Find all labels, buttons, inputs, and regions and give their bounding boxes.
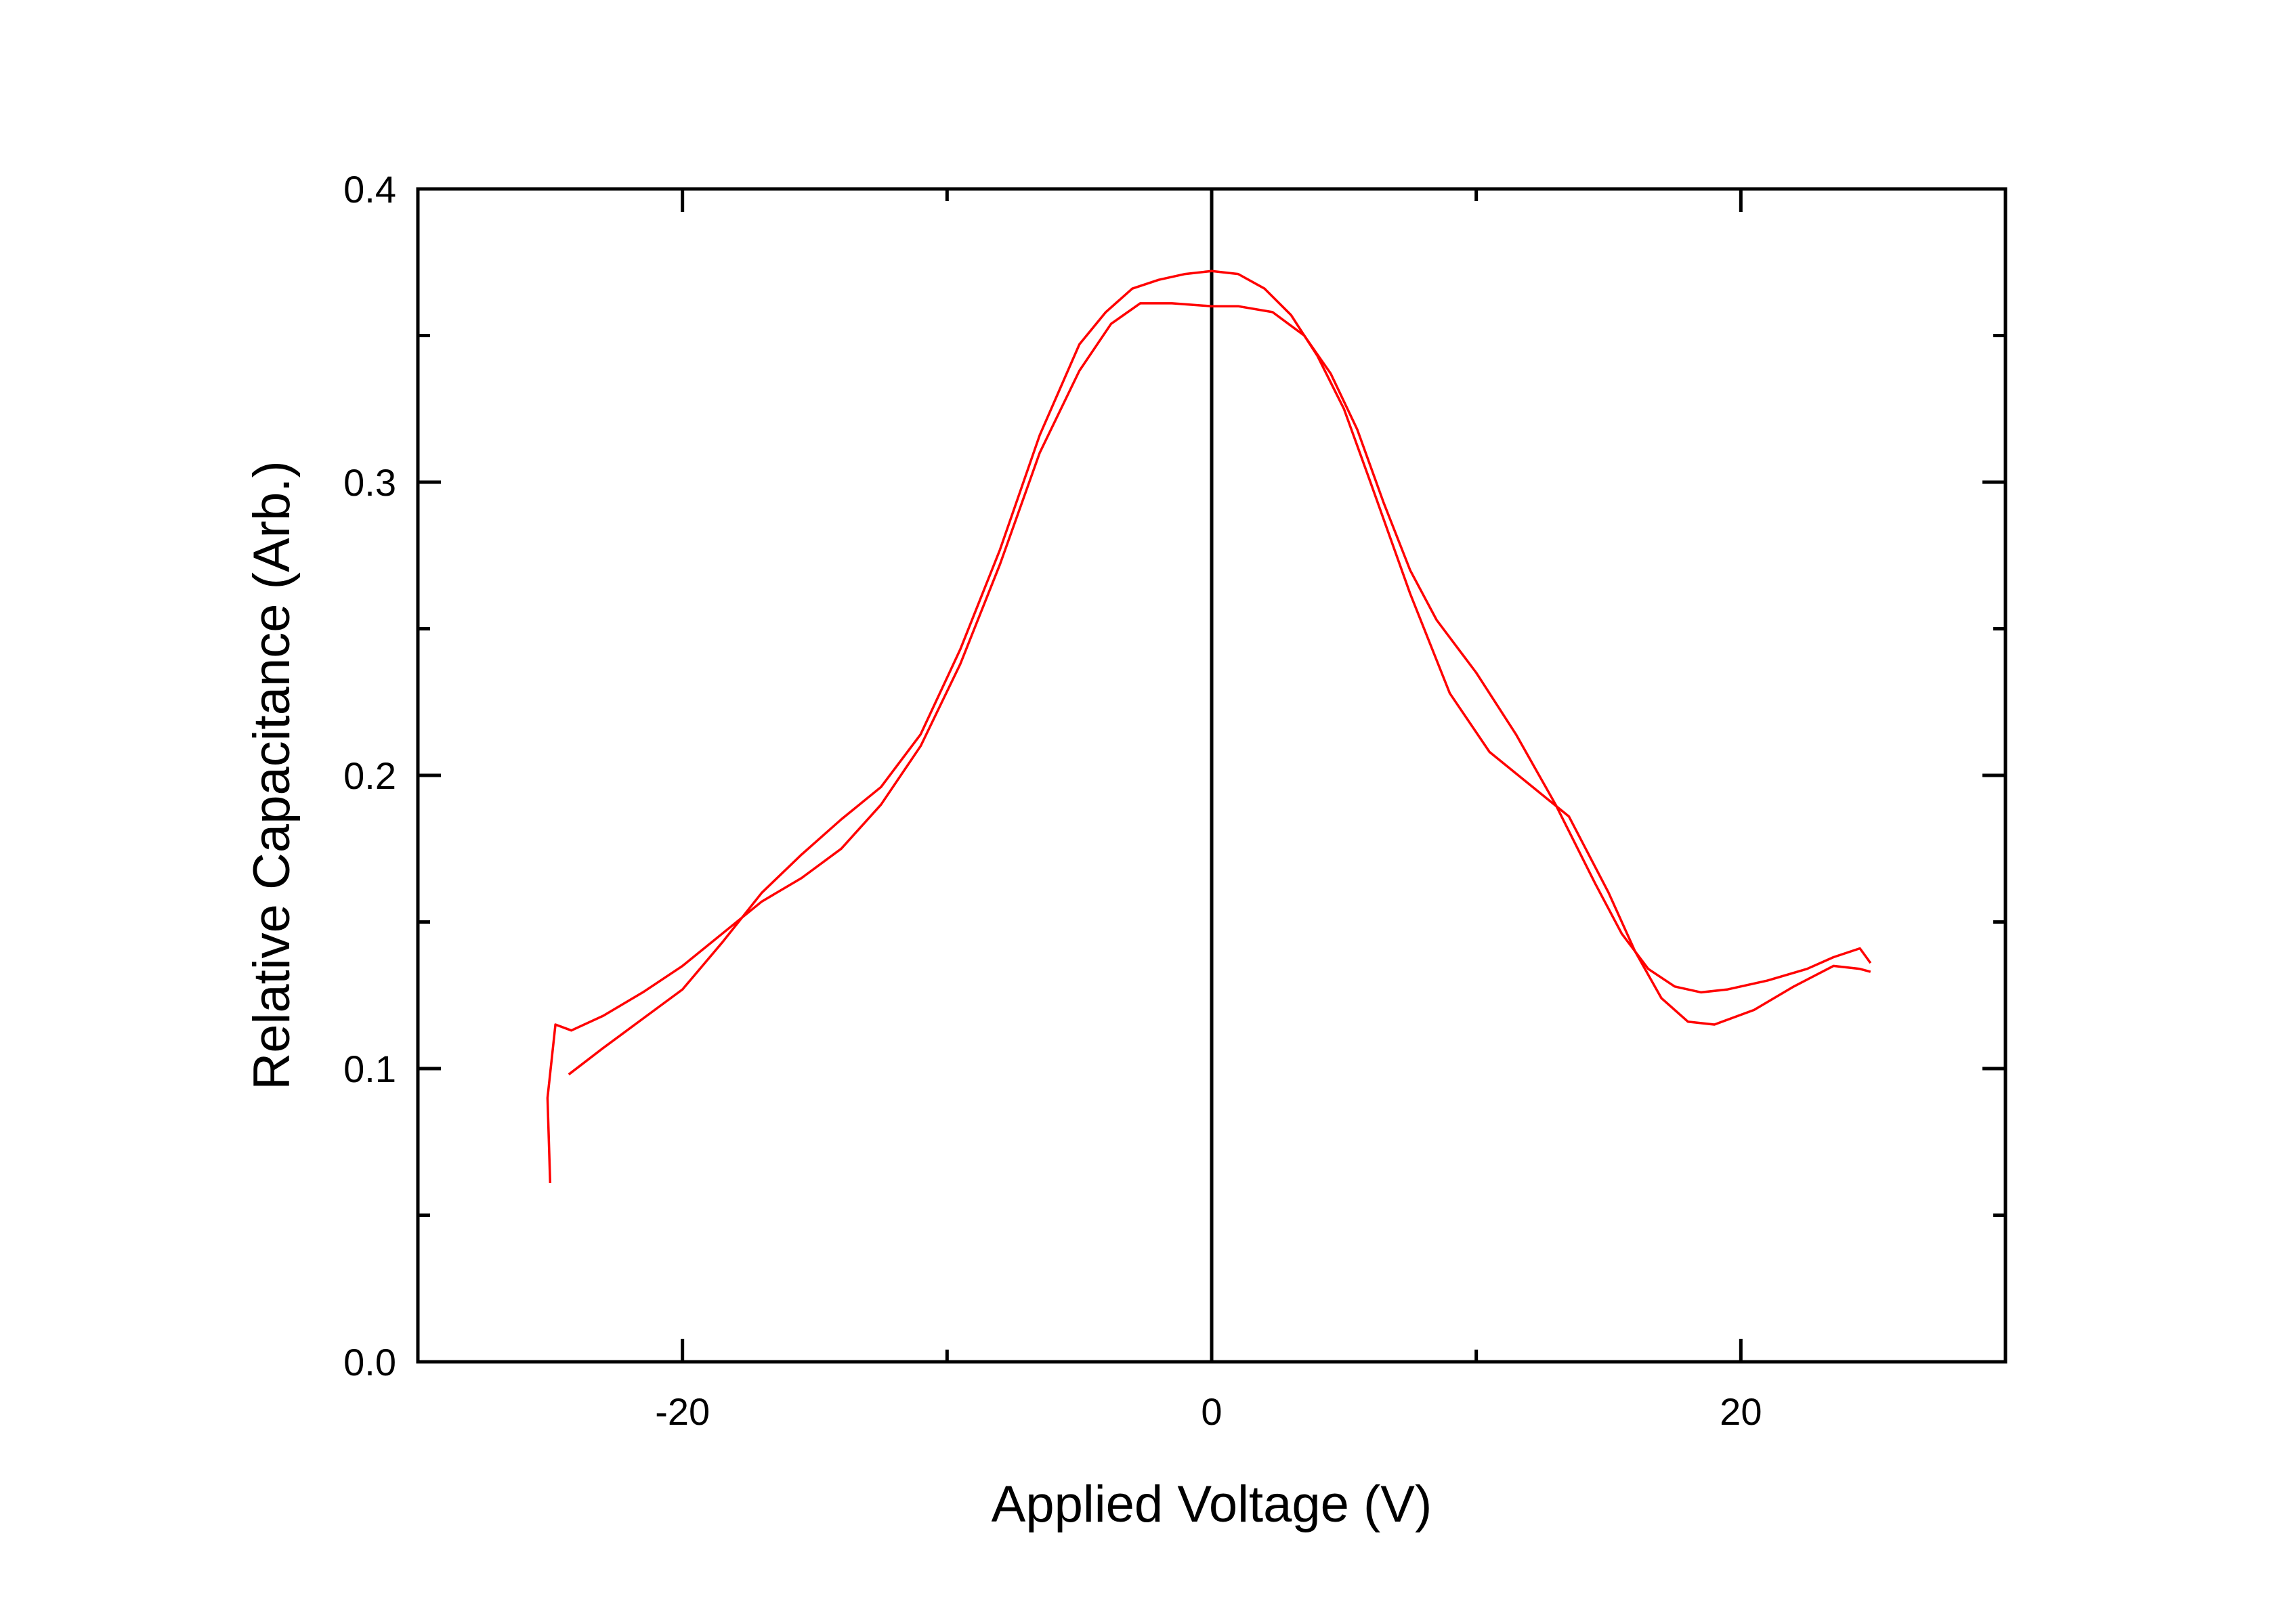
x-tick-label: -20: [655, 1390, 710, 1433]
series-layer: [546, 270, 1872, 1183]
y-axis-title: Relative Capacitance (Arb.): [243, 460, 301, 1090]
x-tick-label: 20: [1720, 1390, 1762, 1433]
x-tick-label: 0: [1201, 1390, 1222, 1433]
series-line-2: [568, 270, 1871, 1076]
y-tick-label: 0.3: [343, 461, 396, 504]
series-line-1: [546, 302, 1872, 1183]
y-tick-label: 0.2: [343, 754, 396, 797]
y-tick-label: 0.1: [343, 1048, 396, 1090]
x-axis: -20 0 20: [416, 189, 2007, 1433]
x-axis-title: Applied Voltage (V): [992, 1476, 1432, 1533]
y-tick-label: 0.0: [343, 1341, 396, 1383]
y-axis: 0.0 0.1 0.2 0.3 0.4: [343, 168, 2005, 1383]
y-tick-label: 0.4: [343, 168, 396, 211]
